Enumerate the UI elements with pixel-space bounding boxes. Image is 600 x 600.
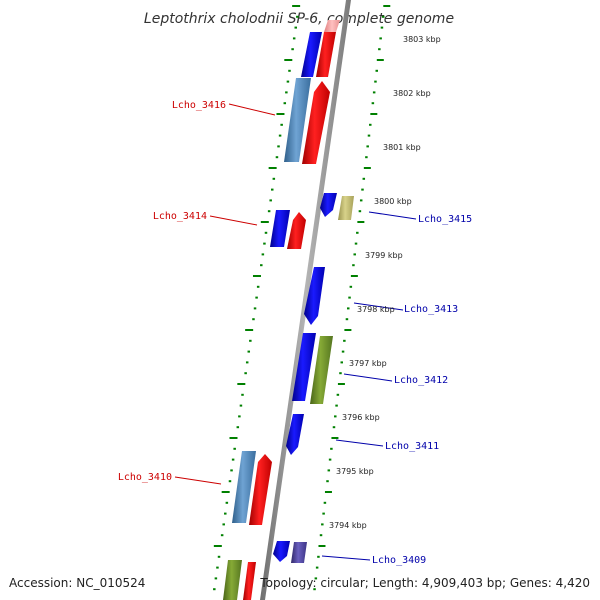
gene-blue[interactable] bbox=[270, 210, 290, 247]
kbp-label-3802: 3802 kbp bbox=[393, 89, 431, 98]
gene-blue-arrow[interactable] bbox=[273, 541, 290, 562]
gene-slate-lcho-3409[interactable] bbox=[291, 542, 307, 563]
gene-label-lcho-3412[interactable]: Lcho_3412 bbox=[394, 375, 448, 386]
gene-red[interactable] bbox=[316, 32, 336, 77]
kbp-label-3795: 3795 kbp bbox=[336, 467, 374, 476]
gene-red-lcho-3410[interactable] bbox=[249, 454, 272, 525]
gene-blue-arrow[interactable] bbox=[320, 193, 337, 217]
gene-pink[interactable] bbox=[324, 20, 340, 32]
gene-olive-lcho-3412[interactable] bbox=[310, 336, 333, 404]
gene-label-lcho-3409[interactable]: Lcho_3409 bbox=[372, 555, 426, 566]
label-connector-line bbox=[209, 215, 258, 226]
gene-blue[interactable] bbox=[292, 333, 316, 401]
label-connector-line bbox=[228, 103, 276, 116]
tick-marks bbox=[213, 5, 391, 591]
forward-strand-genes bbox=[223, 20, 340, 600]
accession-text: Accession: NC_010524 bbox=[9, 576, 146, 590]
gene-red[interactable] bbox=[243, 562, 256, 600]
label-connector-line bbox=[353, 302, 404, 311]
gene-label-lcho-3413[interactable]: Lcho_3413 bbox=[404, 304, 458, 315]
reverse-strand-genes bbox=[273, 193, 354, 563]
kbp-labels: 3803 kbp 3802 kbp 3801 kbp 3800 kbp 3799… bbox=[329, 35, 441, 530]
gene-label-lcho-3415[interactable]: Lcho_3415 bbox=[418, 214, 472, 225]
genome-backbone bbox=[260, 0, 351, 600]
map-title: Leptothrix cholodnii SP-6, complete geno… bbox=[144, 11, 454, 27]
label-connector-line bbox=[174, 476, 222, 485]
label-connector-line bbox=[335, 439, 384, 447]
gene-steelblue[interactable] bbox=[284, 78, 311, 162]
gene-label-lines bbox=[174, 103, 417, 561]
gene-steelblue[interactable] bbox=[232, 451, 256, 523]
gene-label-lcho-3416[interactable]: Lcho_3416 bbox=[172, 100, 226, 111]
gene-blue-lcho-3413[interactable] bbox=[304, 267, 325, 325]
label-connector-line bbox=[368, 211, 417, 220]
genome-summary-text: Topology: circular; Length: 4,909,403 bp… bbox=[260, 576, 590, 590]
kbp-label-3800: 3800 kbp bbox=[374, 197, 412, 206]
kbp-label-3796: 3796 kbp bbox=[342, 413, 380, 422]
kbp-label-3794: 3794 kbp bbox=[329, 521, 367, 530]
gene-blue[interactable] bbox=[301, 32, 322, 77]
gene-blue-lcho-3411[interactable] bbox=[286, 414, 304, 455]
gene-red-lcho-3416[interactable] bbox=[302, 81, 330, 164]
gene-label-lcho-3410[interactable]: Lcho_3410 bbox=[118, 472, 172, 483]
label-connector-line bbox=[321, 555, 371, 561]
gene-label-lcho-3411[interactable]: Lcho_3411 bbox=[385, 441, 439, 452]
kbp-label-3803: 3803 kbp bbox=[403, 35, 441, 44]
kbp-label-3797: 3797 kbp bbox=[349, 359, 387, 368]
gene-red-lcho-3414[interactable] bbox=[287, 212, 306, 249]
kbp-label-3801: 3801 kbp bbox=[383, 143, 421, 152]
kbp-label-3798: 3798 kbp bbox=[357, 305, 395, 314]
gene-labels: Lcho_3416 Lcho_3414 Lcho_3410 Lcho_3415 … bbox=[118, 100, 472, 566]
gene-label-lcho-3414[interactable]: Lcho_3414 bbox=[153, 211, 207, 222]
gene-khaki-lcho-3415[interactable] bbox=[338, 196, 354, 220]
gene-olive[interactable] bbox=[223, 560, 242, 600]
kbp-label-3799: 3799 kbp bbox=[365, 251, 403, 260]
label-connector-line bbox=[343, 373, 393, 382]
